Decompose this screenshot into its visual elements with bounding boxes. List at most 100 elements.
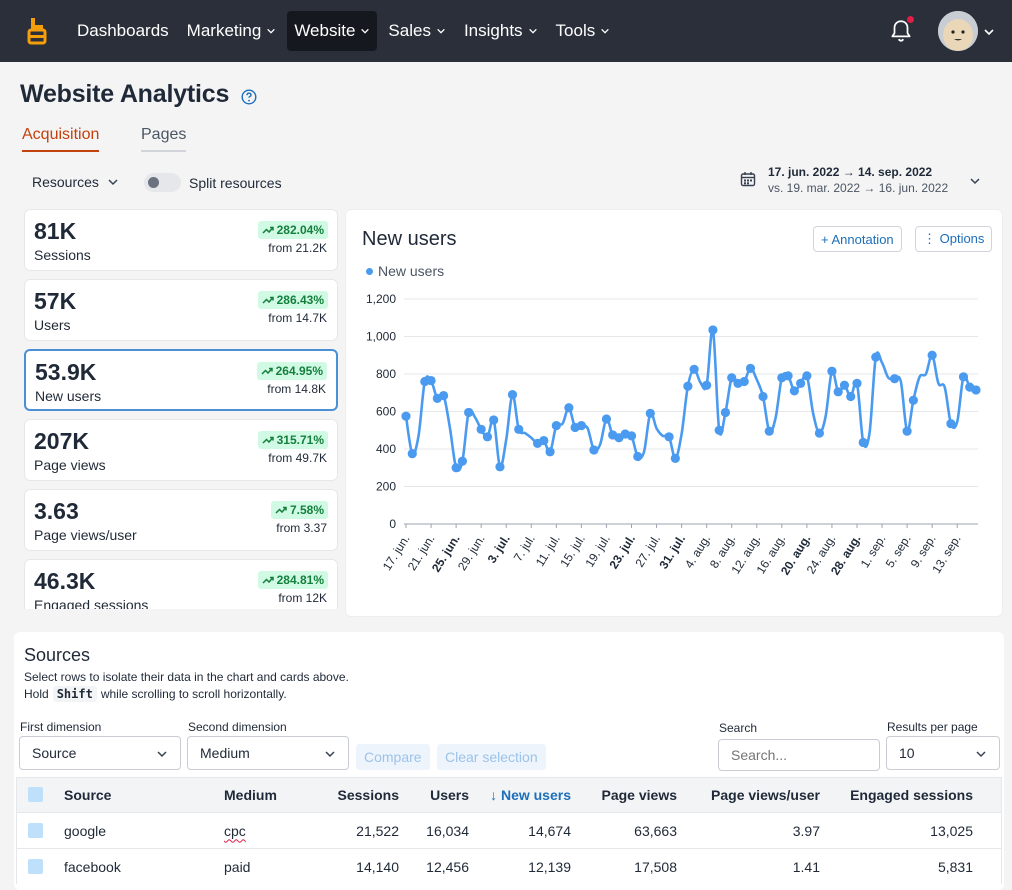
data-point[interactable] <box>839 380 850 390</box>
data-point[interactable] <box>739 376 749 387</box>
data-point[interactable] <box>514 424 524 434</box>
data-point[interactable] <box>783 371 793 381</box>
column-header-medium[interactable]: Medium <box>224 787 277 803</box>
chart-options-button[interactable]: ⋮ Options <box>915 226 993 252</box>
select-all-checkbox[interactable] <box>28 787 43 802</box>
data-point[interactable] <box>745 363 756 373</box>
table-row[interactable]: google cpc 21,522 16,034 14,674 63,663 3.97 13,… <box>17 812 1001 848</box>
avatar-menu-chevron-icon[interactable] <box>983 26 995 38</box>
user-avatar[interactable] <box>938 11 978 51</box>
data-point[interactable] <box>564 403 574 413</box>
data-point[interactable] <box>946 419 956 429</box>
data-point[interactable] <box>645 408 655 418</box>
data-point[interactable] <box>551 420 561 431</box>
compare-date-range[interactable]: vs. 19. mar. 2022 → 16. jun. 2022 <box>768 181 949 195</box>
data-point[interactable] <box>789 386 799 396</box>
nav-item-tools[interactable]: Tools <box>549 11 618 51</box>
data-point[interactable] <box>482 432 493 442</box>
data-point[interactable] <box>664 432 674 442</box>
nav-item-marketing[interactable]: Marketing <box>180 11 284 51</box>
data-point[interactable] <box>908 395 918 405</box>
search-input[interactable] <box>718 739 880 771</box>
data-point[interactable] <box>846 391 856 402</box>
kpi-card-users[interactable]: 57K Users 286.43% from 14.7K <box>24 279 338 341</box>
data-point[interactable] <box>814 428 825 438</box>
data-point[interactable] <box>902 426 912 436</box>
add-annotation-button[interactable]: + Annotation <box>813 226 902 252</box>
kpi-card-page-views-user[interactable]: 3.63 Page views/user 7.58% from 3.37 <box>24 489 338 551</box>
data-point[interactable] <box>689 364 699 374</box>
nav-item-insights[interactable]: Insights <box>457 11 545 51</box>
data-point[interactable] <box>683 381 693 391</box>
column-header-sessions[interactable]: Sessions <box>337 787 399 803</box>
column-header-page-views-user[interactable]: Page views/user <box>711 787 820 803</box>
data-point[interactable] <box>489 415 499 425</box>
data-point[interactable] <box>457 456 467 466</box>
data-point[interactable] <box>670 453 680 463</box>
data-point[interactable] <box>401 411 411 421</box>
date-range-chevron-icon[interactable] <box>969 175 981 187</box>
chart-legend[interactable]: New users <box>366 263 444 279</box>
row-checkbox[interactable] <box>28 859 43 874</box>
column-header-engaged-sessions[interactable]: Engaged sessions <box>850 787 973 803</box>
nav-item-website[interactable]: Website <box>287 11 378 51</box>
column-header-page-views[interactable]: Page views <box>601 787 678 803</box>
column-header-new-users[interactable]: ↓ New users <box>490 787 571 803</box>
data-point[interactable] <box>827 366 837 376</box>
data-point[interactable] <box>720 407 731 418</box>
data-point[interactable] <box>507 390 518 400</box>
data-point[interactable] <box>802 371 812 381</box>
help-icon[interactable] <box>241 89 257 105</box>
kpi-card-engaged-sessions[interactable]: 46.3K Engaged sessions 284.81% from 12K <box>24 559 338 609</box>
data-point[interactable] <box>464 407 474 418</box>
data-point[interactable] <box>958 372 969 382</box>
first-dimension-select[interactable]: Source <box>19 736 181 770</box>
data-point[interactable] <box>407 449 417 459</box>
data-point[interactable] <box>971 385 981 395</box>
data-point[interactable] <box>451 463 461 473</box>
data-point[interactable] <box>702 380 712 390</box>
data-point[interactable] <box>727 373 737 383</box>
nav-item-dashboards[interactable]: Dashboards <box>70 11 176 51</box>
tab-acquisition[interactable]: Acquisition <box>22 126 100 152</box>
row-checkbox[interactable] <box>28 823 43 838</box>
clear-selection-button[interactable]: Clear selection <box>437 744 546 770</box>
data-point[interactable] <box>626 431 637 441</box>
data-point[interactable] <box>495 462 505 472</box>
column-header-source[interactable]: Source <box>64 787 112 803</box>
data-point[interactable] <box>796 378 806 388</box>
resources-dropdown[interactable]: Resources <box>32 174 119 190</box>
second-dimension-select[interactable]: Medium <box>187 736 349 770</box>
logo-icon[interactable] <box>26 16 48 46</box>
data-point[interactable] <box>927 350 937 360</box>
data-point[interactable] <box>539 435 549 446</box>
data-point[interactable] <box>708 325 718 335</box>
nav-item-sales[interactable]: Sales <box>381 11 453 51</box>
calendar-icon[interactable] <box>740 171 756 187</box>
data-point[interactable] <box>764 426 774 436</box>
data-point[interactable] <box>858 437 868 448</box>
data-point[interactable] <box>476 424 486 434</box>
data-point[interactable] <box>633 451 643 462</box>
compare-button[interactable]: Compare <box>356 744 430 770</box>
column-header-users[interactable]: Users <box>430 787 469 803</box>
tab-pages[interactable]: Pages <box>141 126 187 152</box>
data-point[interactable] <box>438 390 449 401</box>
kpi-card-page-views[interactable]: 207K Page views 315.71% from 49.7K <box>24 419 338 481</box>
data-point[interactable] <box>601 414 612 424</box>
data-point[interactable] <box>589 445 599 455</box>
data-point[interactable] <box>426 375 436 386</box>
table-row[interactable]: facebook paid 14,140 12,456 12,139 17,508 1.41… <box>17 848 1001 884</box>
date-range[interactable]: 17. jun. 2022 → 14. sep. 2022 <box>768 165 933 179</box>
data-point[interactable] <box>889 374 900 384</box>
data-point[interactable] <box>758 391 768 402</box>
kpi-card-new-users[interactable]: 53.9K New users 264.95% from 14.8K <box>24 349 338 411</box>
data-point[interactable] <box>545 447 555 457</box>
notifications-bell-icon[interactable] <box>888 18 914 44</box>
kpi-card-sessions[interactable]: 81K Sessions 282.04% from 21.2K <box>24 209 338 271</box>
split-resources-toggle[interactable] <box>144 173 181 192</box>
data-point[interactable] <box>871 352 881 362</box>
results-per-page-select[interactable]: 10 <box>886 736 1000 770</box>
data-point[interactable] <box>852 378 862 388</box>
data-point[interactable] <box>714 425 724 435</box>
